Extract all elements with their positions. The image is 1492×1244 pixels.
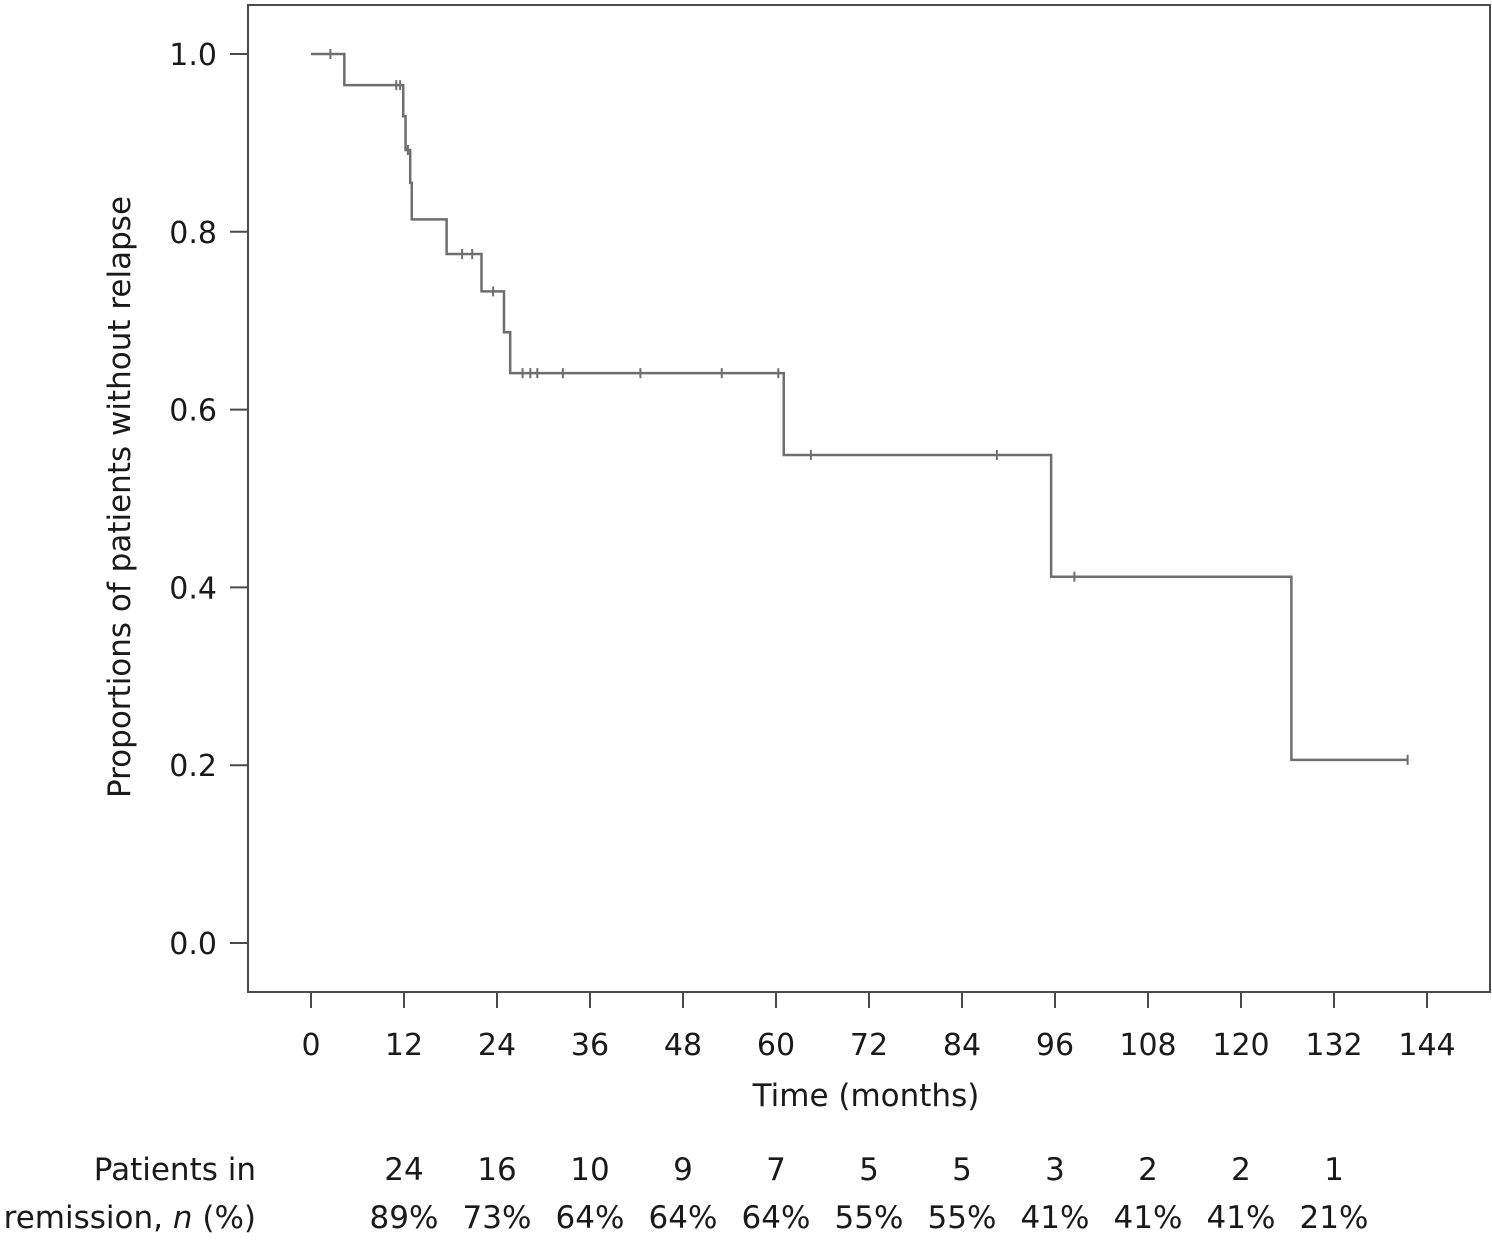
- risk-count: 3: [1045, 1152, 1065, 1188]
- risk-table: Patients in remission, n (%) 24 89% 16 73% 1…: [4, 1152, 1369, 1236]
- risk-count: 9: [673, 1152, 693, 1188]
- plot-frame: [247, 4, 1491, 993]
- censor-marks-layer: [329, 49, 1409, 765]
- risk-percent: 64%: [742, 1200, 811, 1236]
- x-tick-label: 96: [1036, 1028, 1074, 1063]
- x-tick-label: 84: [943, 1028, 981, 1063]
- y-tick-label: 0.8: [169, 216, 217, 251]
- x-tick-label: 144: [1398, 1028, 1455, 1063]
- risk-table-label-line2: remission, n (%): [4, 1200, 256, 1236]
- risk-count: 2: [1138, 1152, 1158, 1188]
- risk-count: 10: [570, 1152, 609, 1188]
- risk-percent: 55%: [928, 1200, 997, 1236]
- x-tick-label: 132: [1305, 1028, 1362, 1063]
- x-tick-label: 120: [1212, 1028, 1269, 1063]
- risk-percent: 41%: [1207, 1200, 1276, 1236]
- risk-count: 7: [766, 1152, 786, 1188]
- x-axis: 0 12 24 36 48 60 72 84 96 108 120 132 144: [301, 992, 1456, 1063]
- risk-percent: 89%: [370, 1200, 439, 1236]
- y-axis-title: Proportions of patients without relapse: [102, 196, 138, 798]
- x-tick-label: 36: [571, 1028, 609, 1063]
- risk-count: 2: [1231, 1152, 1251, 1188]
- y-tick-label: 0.0: [169, 927, 217, 962]
- y-axis: 0.0 0.2 0.4 0.6 0.8 1.0: [169, 38, 248, 962]
- y-tick-label: 0.2: [169, 749, 217, 784]
- risk-percent: 21%: [1300, 1200, 1369, 1236]
- risk-percent: 64%: [556, 1200, 625, 1236]
- risk-percent: 73%: [463, 1200, 532, 1236]
- x-tick-label: 0: [301, 1028, 320, 1063]
- risk-count: 24: [384, 1152, 423, 1188]
- x-tick-label: 48: [664, 1028, 702, 1063]
- risk-count: 16: [477, 1152, 516, 1188]
- risk-percent: 41%: [1114, 1200, 1183, 1236]
- x-tick-label: 108: [1119, 1028, 1176, 1063]
- x-tick-label: 72: [850, 1028, 888, 1063]
- risk-percent: 64%: [649, 1200, 718, 1236]
- y-tick-label: 0.6: [169, 394, 217, 429]
- x-axis-title: Time (months): [752, 1078, 980, 1114]
- risk-percent: 55%: [835, 1200, 904, 1236]
- x-tick-label: 24: [478, 1028, 516, 1063]
- risk-percent: 41%: [1021, 1200, 1090, 1236]
- y-tick-label: 1.0: [169, 38, 217, 73]
- x-tick-label: 60: [757, 1028, 795, 1063]
- y-tick-label: 0.4: [169, 571, 217, 606]
- km-survival-line: [311, 52, 1408, 762]
- risk-table-label-line1: Patients in: [94, 1152, 256, 1188]
- survival-curve-layer: [311, 52, 1408, 762]
- risk-count: 5: [859, 1152, 879, 1188]
- risk-count: 5: [952, 1152, 972, 1188]
- risk-count: 1: [1324, 1152, 1344, 1188]
- x-tick-label: 12: [385, 1028, 423, 1063]
